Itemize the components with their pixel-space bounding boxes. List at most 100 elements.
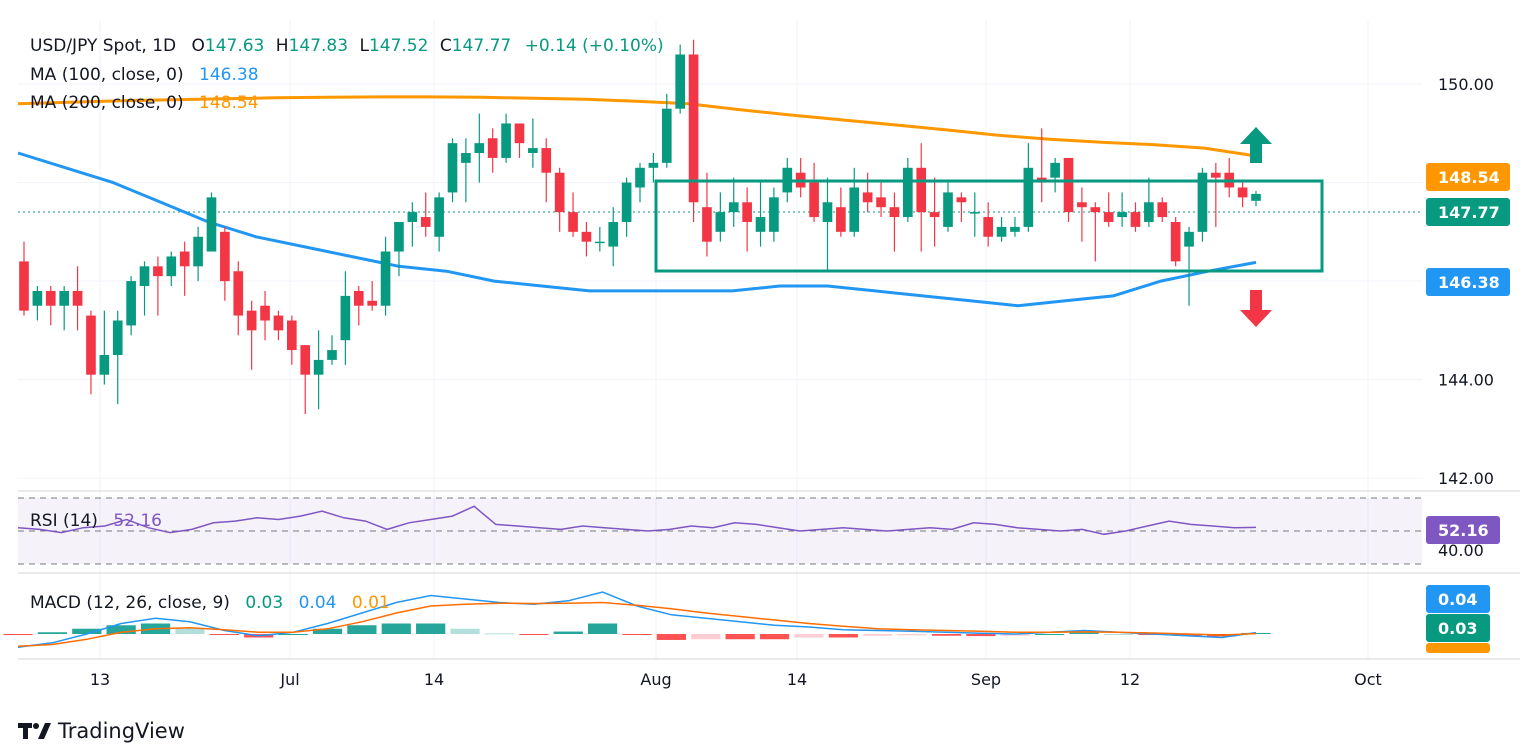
macd-histogram-bar (72, 628, 102, 634)
ma200-line (17, 95, 1257, 158)
candle (461, 138, 471, 203)
candle (943, 182, 953, 232)
candle (742, 187, 752, 252)
signal-line (17, 601, 1257, 648)
candle (581, 221, 592, 257)
legend-rsi[interactable]: RSI (14) 52.16 (30, 511, 162, 531)
candle-body (1050, 162, 1060, 178)
candle-body (1251, 193, 1261, 201)
candle-body (715, 212, 726, 232)
candle (273, 310, 284, 341)
candle (394, 221, 404, 277)
candle-body (943, 192, 953, 227)
candle-body (1130, 212, 1141, 227)
candle (220, 226, 230, 301)
ma100-label: MA (100, close, 0) (30, 65, 184, 85)
candle-body (420, 217, 431, 227)
rsi-label: RSI (14) (30, 511, 98, 531)
macd-histogram-bar (1000, 634, 1030, 636)
candle (139, 261, 150, 316)
legend-line-1[interactable]: USD/JPY Spot, 1D O147.63 H147.83 L147.52… (30, 36, 664, 56)
macd-histogram-bar (897, 634, 927, 636)
candle-body (528, 148, 538, 154)
ma200-price-tag-text: 148.54 (1438, 168, 1500, 187)
candle-body (1090, 207, 1101, 213)
candle-body (300, 345, 311, 375)
macd-histogram-bar (1241, 632, 1271, 634)
rsi-value-tag (1426, 516, 1500, 544)
candle-body (153, 266, 163, 277)
candle-body (554, 172, 565, 213)
legend-ma200[interactable]: MA (200, close, 0) 148.54 (30, 93, 259, 113)
candle-body (568, 212, 578, 232)
candle (260, 290, 270, 341)
candle-body (675, 54, 685, 109)
candle-body (126, 281, 136, 326)
candle (635, 162, 645, 203)
hist-value-tag (1426, 614, 1490, 642)
ma200-price-tag (1426, 163, 1510, 191)
candle (380, 236, 391, 316)
candle-body (608, 221, 619, 247)
candle (661, 93, 672, 168)
candle (1010, 217, 1020, 237)
candle-body (661, 108, 672, 163)
macd-histogram-bar (966, 634, 996, 637)
candle (1170, 217, 1181, 267)
candle-body (755, 217, 766, 232)
candle-body (501, 123, 511, 158)
candle (487, 128, 498, 173)
candle-body (1197, 172, 1208, 232)
candle-body (233, 271, 244, 316)
high-label: H (276, 36, 289, 56)
macd-histogram-bar (587, 623, 618, 634)
candle (541, 138, 552, 203)
candle (675, 44, 685, 114)
macd-histogram-bar (106, 625, 136, 634)
candle (903, 157, 913, 222)
candle-body (1170, 221, 1181, 262)
candle (1211, 162, 1221, 227)
time-tick-label: Sep (971, 670, 1001, 689)
legend-ma100[interactable]: MA (100, close, 0) 146.38 (30, 65, 259, 85)
macd-histogram-bar (622, 634, 652, 635)
candle (702, 172, 712, 257)
high-value: 147.83 (289, 36, 348, 56)
candle-body (166, 256, 177, 277)
candle (822, 177, 833, 272)
candle-body (876, 197, 886, 208)
macd-label: MACD (12, 26, close, 9) (30, 593, 230, 613)
candle (72, 266, 83, 331)
macd-layer (3, 591, 1271, 649)
macd-histogram-bar (3, 634, 33, 636)
legend-macd[interactable]: MACD (12, 26, close, 9) 0.03 0.04 0.01 (30, 593, 390, 613)
candle (1130, 202, 1141, 232)
candle (434, 192, 444, 252)
time-axis[interactable]: 13 Jul 14 Aug 14 Sep 12 Oct (90, 670, 1382, 689)
candle-body (581, 231, 592, 242)
ma200-line-layer (17, 95, 1257, 158)
candle (755, 182, 766, 247)
candle (608, 207, 619, 267)
candle-body (59, 290, 69, 306)
candle (956, 192, 967, 222)
macd-histogram-bar (416, 623, 446, 634)
candle (1077, 187, 1087, 242)
rsi-value-tag-text: 52.16 (1438, 521, 1489, 540)
candle (1050, 157, 1060, 193)
ma100-price-tag (1426, 268, 1510, 296)
last-price-tag-text: 147.77 (1438, 203, 1500, 222)
change-value: +0.14 (+0.10%) (525, 36, 664, 56)
candle (929, 177, 940, 247)
candle-body (434, 197, 444, 237)
candle-body (541, 148, 552, 173)
candle (1063, 157, 1074, 222)
candle-body (889, 207, 900, 218)
candle-body (996, 226, 1007, 237)
range-box[interactable] (654, 179, 1324, 273)
brand-logo[interactable]: TradingView (18, 718, 185, 744)
candle-body (929, 212, 940, 218)
candle-body (474, 143, 485, 154)
